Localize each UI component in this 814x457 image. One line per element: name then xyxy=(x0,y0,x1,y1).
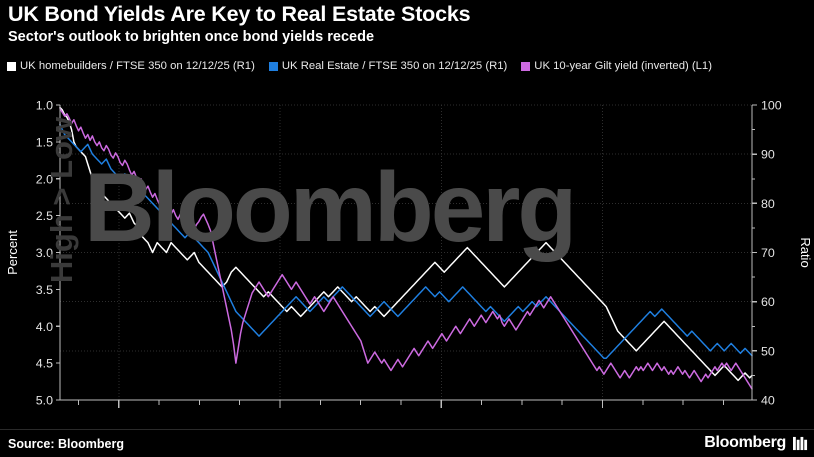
legend-swatch-icon xyxy=(7,62,16,72)
chart-canvas: 1.0 1.5 2.0 2.5 3.0 3.5 4.0 4.5 5.0 40 50 60 70 80 90 1… xyxy=(5,99,813,408)
chart-legend: UK homebuilders / FTSE 350 on 12/12/25 (… xyxy=(7,60,712,72)
y-right-tick-label: 100 xyxy=(761,99,782,113)
y-right-tick-label: 90 xyxy=(761,148,775,162)
legend-item-gilt-yield[interactable]: UK 10-year Gilt yield (inverted) (L1) xyxy=(521,60,712,72)
y-right-tick-label: 60 xyxy=(761,295,775,309)
y-left-tick-label: 4.5 xyxy=(36,357,53,371)
y-left-tick-label: 1.5 xyxy=(36,135,53,149)
legend-item-label: UK Real Estate / FTSE 350 on 12/12/25 (R… xyxy=(281,60,508,72)
y-left-axis-title: Percent xyxy=(5,230,20,275)
page-title: UK Bond Yields Are Key to Real Estate St… xyxy=(8,2,471,26)
legend-swatch-icon xyxy=(268,62,278,72)
page-subtitle: Sector's outlook to brighten once bond y… xyxy=(8,29,375,45)
y-left-tick-label: 2.0 xyxy=(36,172,53,186)
y-left-tick-label: 4.0 xyxy=(36,320,53,334)
legend-item-label: UK homebuilders / FTSE 350 on 12/12/25 (… xyxy=(20,60,255,72)
y-left-tick-label: 2.5 xyxy=(36,209,53,223)
y-right-tick-label: 70 xyxy=(761,246,775,260)
y-right-tick-label: 50 xyxy=(761,344,775,358)
chart-plot-area: 1.0 1.5 2.0 2.5 3.0 3.5 4.0 4.5 5.0 40 50 60 70 80 90 1… xyxy=(0,88,814,408)
y-left-tick-label: 3.5 xyxy=(36,283,53,297)
bloomberg-brand-label: Bloomberg xyxy=(704,434,786,451)
bloomberg-logo-icon xyxy=(793,436,808,451)
footer-divider xyxy=(0,429,814,430)
y-left-tick-label: 3.0 xyxy=(36,246,53,260)
legend-swatch-icon xyxy=(521,62,531,72)
y-right-axis-title: Ratio xyxy=(798,237,813,267)
source-label: Source: Bloomberg xyxy=(8,437,124,451)
legend-item-label: UK 10-year Gilt yield (inverted) (L1) xyxy=(534,60,712,72)
y-right-tick-label: 80 xyxy=(761,197,775,211)
y-left-tick-label: 5.0 xyxy=(36,394,53,408)
y-left-tick-label: 1.0 xyxy=(36,99,53,113)
legend-item-real-estate[interactable]: UK Real Estate / FTSE 350 on 12/12/25 (R… xyxy=(268,60,508,72)
legend-item-homebuilders[interactable]: UK homebuilders / FTSE 350 on 12/12/25 (… xyxy=(7,60,255,72)
y-right-tick-label: 40 xyxy=(761,394,775,408)
